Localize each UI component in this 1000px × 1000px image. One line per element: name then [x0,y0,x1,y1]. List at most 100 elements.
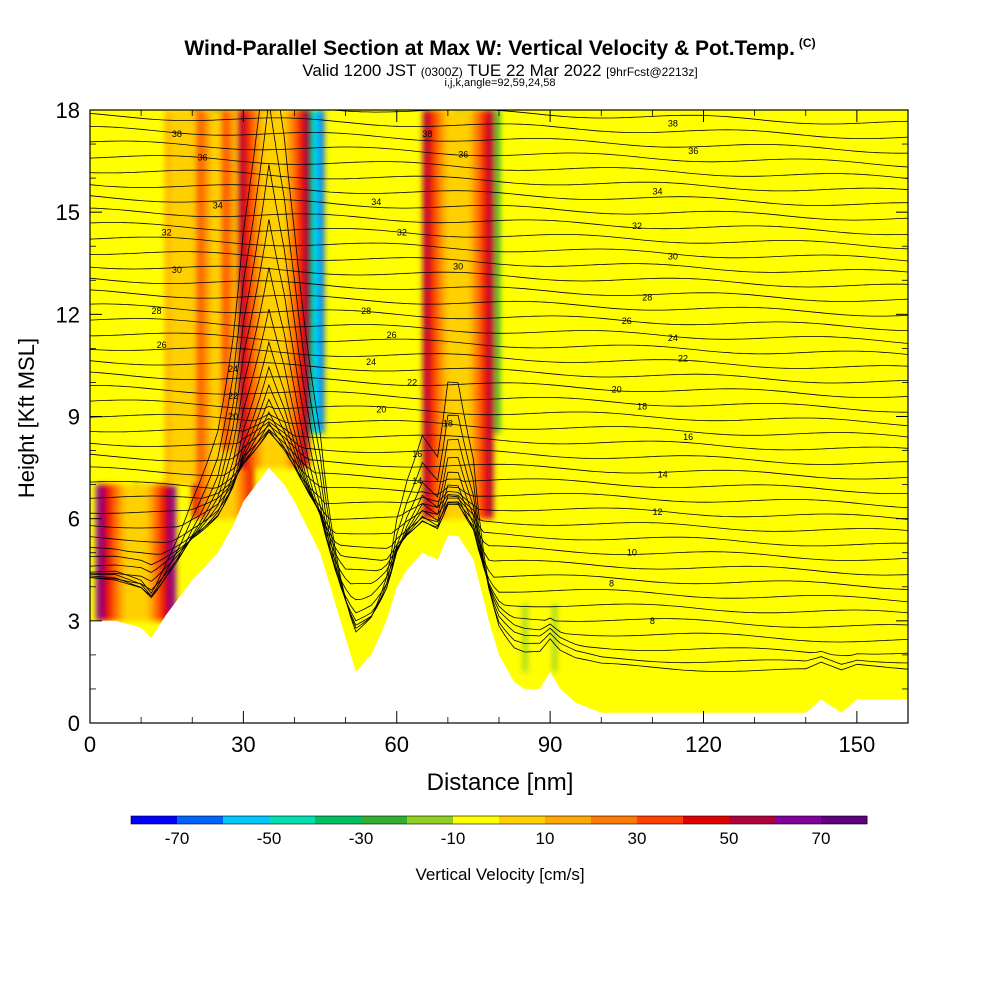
theta-contour-line [90,265,908,288]
theta-contour-line [90,155,908,179]
colorbar-swatch [545,816,592,824]
theta-contour-line [90,236,908,262]
chart-title: Wind-Parallel Section at Max W: Vertical… [0,36,1000,61]
theta-contour-line [90,251,908,273]
contour-label: 14 [412,476,422,486]
colorbar-tick-label: 50 [720,829,739,848]
contour-label: 8 [609,578,614,588]
downdraft-band [716,586,742,706]
colorbar-swatch [591,816,638,824]
theta-contour-line [90,385,908,413]
y-tick-label: 3 [68,609,80,634]
contour-label: 32 [162,228,172,238]
colorbar-label: Vertical Velocity [cm/s] [415,865,584,884]
contour-label: 28 [361,306,371,316]
contour-label: 16 [683,432,693,442]
theta-contour-line [90,74,908,96]
contour-label: 32 [397,228,407,238]
colorbar-swatch [177,816,224,824]
theta-contour-line [90,318,908,344]
colorbar-swatch [223,816,270,824]
x-tick-label: 90 [538,732,562,757]
theta-contour-line [90,277,908,302]
x-tick-label: 30 [231,732,255,757]
y-tick-label: 18 [56,98,80,123]
chart-title-text: Wind-Parallel Section at Max W: Vertical… [184,37,795,60]
contour-label: 34 [652,187,662,197]
contour-label: 26 [157,340,167,350]
y-tick-label: 6 [68,507,80,532]
theta-contour-line [90,140,908,168]
x-tick-label: 0 [84,732,96,757]
theta-contour-line [90,340,908,603]
y-tick-label: 0 [68,711,80,736]
theta-contour-line [90,365,908,590]
contour-label: 30 [668,251,678,261]
y-tick-label: 15 [56,200,80,225]
theta-contour-line [90,126,908,154]
contour-label: 20 [612,384,622,394]
contour-label: 28 [642,292,652,302]
utc-time: (0300Z) [420,65,463,79]
y-axis-label: Height [Kft MSL] [14,338,39,498]
theta-contour-line [90,267,908,628]
x-tick-label: 150 [839,732,876,757]
contour-labels: 38 38 38 36 36 36 34 34 34 32 32 32 30 30 30 28 28 28 26 26… [151,119,698,626]
contour-label: 22 [678,354,688,364]
theta-contour-line [90,431,908,509]
downdraft-zone-5 [716,586,742,706]
contour-label: 30 [453,262,463,272]
colorbar-swatch [499,816,546,824]
theta-contour-line [90,164,908,657]
theta-contour-line [90,195,908,221]
theta-contour-line [90,289,908,317]
colorbar-swatch [637,816,684,824]
colorbar-tick-label: -70 [165,829,190,848]
theta-contour-line [90,113,908,139]
theta-contour-line [90,303,908,331]
contour-label: 24 [228,364,238,374]
contour-label: 36 [688,146,698,156]
colorbar-swatch [729,816,776,824]
contour-label: 14 [658,469,668,479]
downdraft-zone-4 [523,603,557,672]
theta-contour-line [90,413,908,438]
contour-label: 18 [443,418,453,428]
contour-label: 30 [172,265,182,275]
theta-contour-line [90,421,908,465]
theta-contour-line [90,347,908,369]
contour-label: 38 [422,129,432,139]
colorbar-swatch [821,816,868,824]
contour-label: 34 [371,197,381,207]
contour-label: 32 [632,221,642,231]
contour-label: 38 [172,129,182,139]
contour-label: 36 [458,149,468,159]
contour-label: 28 [151,306,161,316]
valid-time: Valid 1200 JST [302,61,417,80]
chart-subtitle: Valid 1200 JST (0300Z) TUE 22 Mar 2022 [… [0,61,1000,81]
theta-contour-line [90,169,908,192]
colorbar-tick-label: 10 [536,829,555,848]
updraft-zone-0 [96,484,176,621]
copyright-mark: (C) [798,36,816,50]
colorbar-swatch [131,816,178,824]
contour-label: 12 [652,507,662,517]
contour-label: 24 [668,333,678,343]
theta-contour-line [90,424,908,480]
contour-label: 8 [650,616,655,626]
contour-label: 16 [412,449,422,459]
colorbar-tick-label: -30 [349,829,374,848]
colorbar-swatch [683,816,730,824]
theta-contour-line [90,360,908,384]
contour-label: 36 [197,153,207,163]
downdraft-zone-6 [844,246,870,689]
contour-label: 34 [213,200,223,210]
theta-contours [90,74,908,672]
theta-contour-line [90,110,908,665]
colorbar-tick-label: -50 [257,829,282,848]
x-axis-label: Distance [nm] [427,769,574,796]
colorbar-swatch [775,816,822,824]
contour-label: 22 [407,377,417,387]
theta-contour-line [90,418,908,451]
